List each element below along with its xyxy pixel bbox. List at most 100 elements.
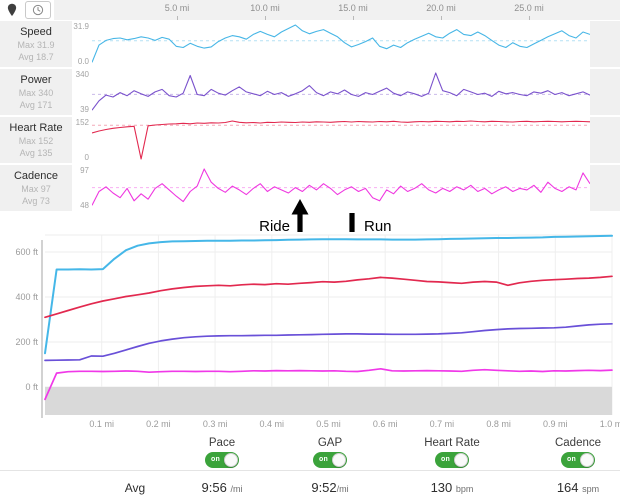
metric-label: Pace xyxy=(208,437,236,449)
map-pin-icon xyxy=(7,3,17,16)
cadence-toggle[interactable]: on xyxy=(561,452,595,468)
stream-max: Max 31.9 xyxy=(17,40,55,50)
stream-avg: Avg 18.7 xyxy=(18,52,54,62)
ride-x-tick-label: 10.0 mi xyxy=(250,3,280,13)
stream-info-power[interactable]: Power Max 340 Avg 171 xyxy=(0,69,72,115)
toggle-knob xyxy=(454,453,468,467)
y-min-label: 39 xyxy=(80,105,89,114)
run-y-tick-label: 600 ft xyxy=(15,247,38,257)
stream-title: Speed xyxy=(20,26,52,38)
y-min-label: 0.0 xyxy=(77,57,89,66)
metric-label: Cadence xyxy=(554,437,602,449)
ride-x-tick-label: 25.0 mi xyxy=(514,3,544,13)
metric-col-heart-rate: Heart Rate on xyxy=(397,437,507,473)
toggle-on-text: on xyxy=(211,456,220,463)
summary-divider xyxy=(0,470,620,471)
y-min-label: 48 xyxy=(80,201,89,210)
y-max-label: 31.9 xyxy=(73,22,89,31)
stream-row-power: Power Max 340 Avg 171 340 39 xyxy=(0,69,620,115)
cadence-unit: spm xyxy=(582,484,600,494)
stream-plot-power[interactable] xyxy=(92,69,590,115)
stream-plot-pad xyxy=(590,21,620,67)
clock-icon xyxy=(32,4,44,16)
ride-x-tick-mark xyxy=(441,16,442,20)
run-analysis-chart[interactable] xyxy=(0,232,620,432)
stream-info-heart-rate[interactable]: Heart Rate Max 152 Avg 135 xyxy=(0,117,72,163)
y-max-label: 97 xyxy=(80,166,89,175)
run-x-tick-label: 0.7 mi xyxy=(429,419,455,429)
toggle-on-text: on xyxy=(567,456,576,463)
stream-row-cadence: Cadence Max 97 Avg 73 97 48 xyxy=(0,165,620,211)
y-min-label: 0 xyxy=(84,153,89,162)
stream-plot-heart-rate[interactable] xyxy=(92,117,590,163)
gap-toggle[interactable]: on xyxy=(313,452,347,468)
stream-row-heart-rate: Heart Rate Max 152 Avg 135 152 0 xyxy=(0,117,620,163)
view-toolbar xyxy=(0,0,54,20)
avg-gap-value: 9:52/mi xyxy=(311,480,349,495)
ride-x-tick-mark xyxy=(529,16,530,20)
stream-avg: Avg 171 xyxy=(19,100,53,110)
run-x-tick-label: 0.4 mi xyxy=(259,419,285,429)
toggle-on-text: on xyxy=(441,456,450,463)
ride-x-tick-mark xyxy=(353,16,354,20)
stream-yaxis: 31.9 0.0 xyxy=(72,21,91,67)
avg-heart-rate-value: 130 bpm xyxy=(430,480,474,495)
stream-avg: Avg 135 xyxy=(19,148,53,158)
stream-yaxis: 97 48 xyxy=(72,165,91,211)
heart-rate-toggle[interactable]: on xyxy=(435,452,469,468)
ride-x-tick-label: 5.0 mi xyxy=(164,3,190,13)
avg-row-label: Avg xyxy=(124,481,146,495)
stream-max: Max 152 xyxy=(18,136,54,146)
stream-plot-pad xyxy=(590,117,620,163)
run-y-tick-label: 400 ft xyxy=(15,292,38,302)
metric-label: GAP xyxy=(317,437,343,449)
stream-max: Max 340 xyxy=(18,88,54,98)
stream-yaxis: 152 0 xyxy=(72,117,91,163)
stream-title: Power xyxy=(20,74,52,86)
gap-unit: /mi xyxy=(336,484,349,494)
heart-rate-unit: bpm xyxy=(455,484,474,494)
stream-title: Heart Rate xyxy=(9,122,63,134)
run-y-tick-label: 200 ft xyxy=(15,337,38,347)
run-x-tick-label: 0.9 mi xyxy=(543,419,568,429)
ride-x-tick-label: 15.0 mi xyxy=(338,3,368,13)
run-x-tick-label: 0.5 mi xyxy=(316,419,341,429)
run-y-tick-label: 0 ft xyxy=(25,382,38,392)
ride-x-tick-mark xyxy=(177,16,178,20)
stream-yaxis: 340 39 xyxy=(72,69,91,115)
run-x-tick-label: 0.3 mi xyxy=(202,419,228,429)
toggle-on-text: on xyxy=(319,456,328,463)
metric-label: Heart Rate xyxy=(424,437,480,449)
stream-row-speed: Speed Max 31.9 Avg 18.7 31.9 0.0 xyxy=(0,21,620,67)
run-x-tick-label: 0.8 mi xyxy=(486,419,511,429)
pace-unit: /mi xyxy=(230,484,243,494)
pace-toggle[interactable]: on xyxy=(205,452,239,468)
map-pin-button[interactable] xyxy=(2,1,22,19)
stream-plot-cadence[interactable] xyxy=(92,165,590,211)
ride-x-tick-label: 20.0 mi xyxy=(426,3,456,13)
stream-info-cadence[interactable]: Cadence Max 97 Avg 73 xyxy=(0,165,72,211)
stream-plot-pad xyxy=(590,165,620,211)
run-x-tick-label: 0.6 mi xyxy=(372,419,398,429)
y-max-label: 340 xyxy=(75,70,89,79)
stream-max: Max 97 xyxy=(21,184,51,194)
toggle-knob xyxy=(224,453,238,467)
avg-pace-value: 9:56 /mi xyxy=(201,480,243,495)
run-x-tick-label: 1.0 mi xyxy=(599,419,620,429)
metric-col-gap: GAP on xyxy=(275,437,385,473)
run-x-tick-label: 0.1 mi xyxy=(89,419,114,429)
ride-x-tick-mark xyxy=(265,16,266,20)
ride-annotation-label: Ride xyxy=(259,218,290,235)
stream-info-speed[interactable]: Speed Max 31.9 Avg 18.7 xyxy=(0,21,72,67)
toggle-knob xyxy=(332,453,346,467)
toggle-knob xyxy=(580,453,594,467)
run-x-tick-label: 0.2 mi xyxy=(146,419,171,429)
stream-plot-speed[interactable] xyxy=(92,21,590,67)
stream-plot-pad xyxy=(590,69,620,115)
metric-col-pace: Pace on xyxy=(167,437,277,473)
avg-cadence-value: 164 spm xyxy=(556,480,600,495)
clock-button[interactable] xyxy=(25,1,51,19)
metric-col-cadence: Cadence on xyxy=(523,437,620,473)
run-annotation-label: Run xyxy=(364,218,392,235)
